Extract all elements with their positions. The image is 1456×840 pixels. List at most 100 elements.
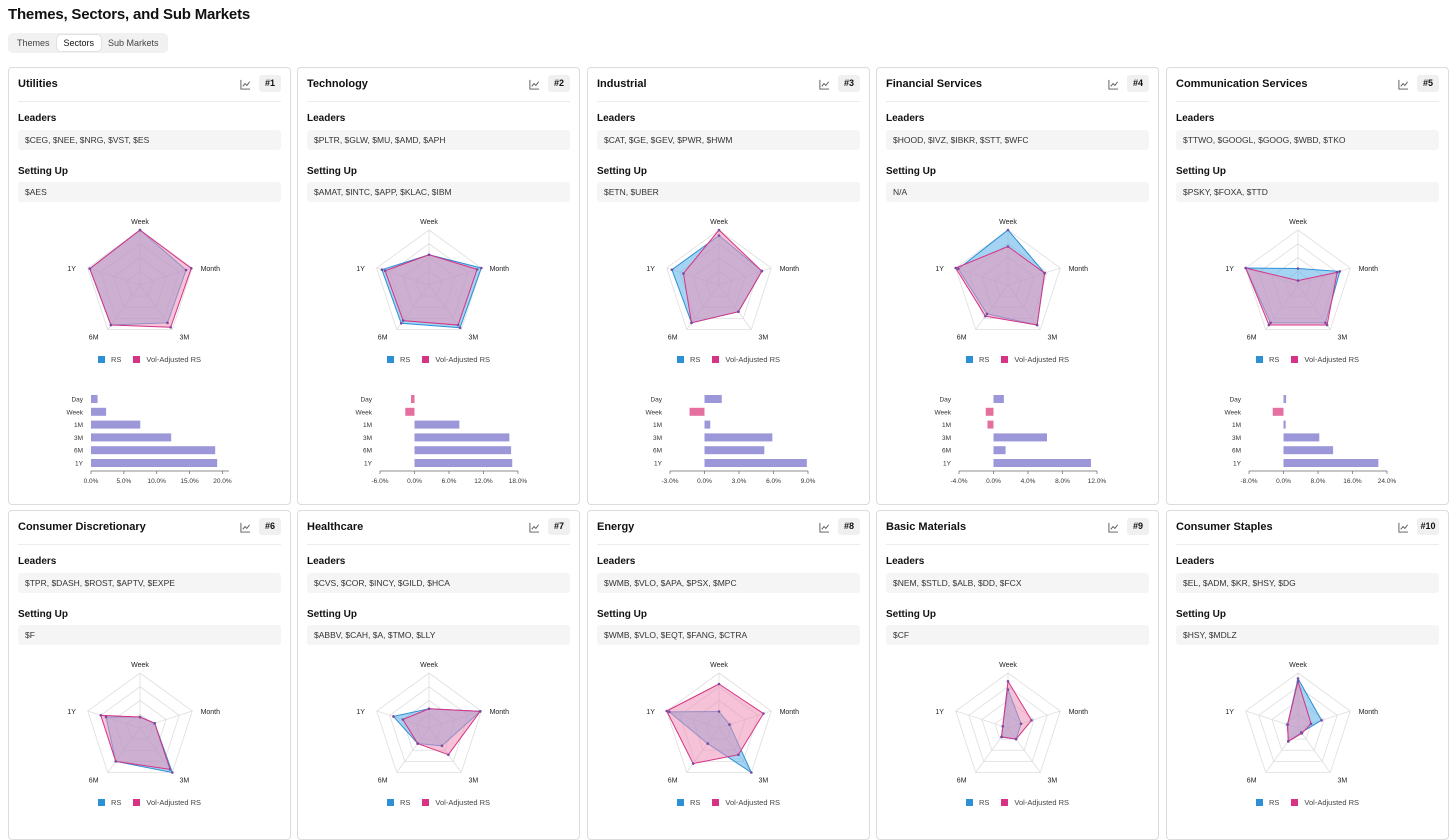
line-chart-icon[interactable] [1398,522,1409,533]
legend-item-rs[interactable]: RS [1255,798,1279,807]
bar-tick-label: 0.0% [84,478,99,485]
radar-point [1335,270,1339,274]
radar-grid-ring [87,229,193,330]
legend-item-vol-adjusted-rs[interactable]: Vol-Adjusted RS [422,798,490,807]
legend-swatch-rs [97,799,105,806]
legend-item-vol-adjusted-rs[interactable]: Vol-Adjusted RS [1001,798,1069,807]
radar-point [416,742,419,745]
chart-legend: RS Vol-Adjusted RS [9,355,290,364]
line-chart-icon[interactable] [819,522,830,533]
legend-item-vol-adjusted-rs[interactable]: Vol-Adjusted RS [712,798,780,807]
chart-legend: RS Vol-Adjusted RS [877,355,1158,364]
legend-item-vol-adjusted-rs[interactable]: Vol-Adjusted RS [133,798,201,807]
line-chart-icon[interactable] [1398,79,1409,90]
legend-item-vol-adjusted-rs[interactable]: Vol-Adjusted RS [1291,355,1359,364]
radar-axis-label: Month [780,709,800,716]
page-title: Themes, Sectors, and Sub Markets [8,6,251,23]
line-chart-icon[interactable] [240,79,251,90]
bar-category-label: 3M [363,435,372,442]
radar-grid-ring [1245,672,1351,773]
leaders-tickers: $TPR, $DASH, $ROST, $APTV, $EXPE [18,573,281,593]
bar [1283,446,1334,455]
legend-swatch-vol-adjusted-rs [1001,799,1009,806]
bar-tick-label: -3.0% [662,478,679,485]
chart-legend: RS Vol-Adjusted RS [1167,798,1448,807]
tab-themes[interactable]: Themes [17,38,50,48]
radar-point [1286,723,1289,726]
radar-point [954,266,957,270]
radar-axis-label: Month [490,709,510,716]
rank-badge: #3 [838,75,860,92]
legend-swatch-rs [676,799,684,806]
legend-item-vol-adjusted-rs[interactable]: Vol-Adjusted RS [1291,798,1359,807]
sector-title: Consumer Discretionary [18,521,146,533]
legend-item-vol-adjusted-rs[interactable]: Vol-Adjusted RS [1001,355,1069,364]
radar-grid-ring [968,686,1048,762]
bar-category-label: Day [650,397,662,404]
bar-tick-label: 0.0% [407,478,422,485]
bar-tick-label: 24.0% [1378,478,1397,485]
legend-label-rs: RS [399,355,411,364]
radar-series-vol-adjusted-rs [1287,679,1312,743]
sector-card: Basic Materials #9 Leaders $NEM, $STLD, $AL… [876,510,1159,840]
legend-item-rs[interactable]: RS [97,355,121,364]
radar-axis-label: 1Y [67,709,76,716]
leaders-label: Leaders [597,556,636,567]
legend-item-vol-adjusted-rs[interactable]: Vol-Adjusted RS [133,355,201,364]
legend-swatch-rs [386,356,394,363]
line-chart-icon[interactable] [240,522,251,533]
line-chart-icon[interactable] [819,79,830,90]
bar-category-label: Week [1225,409,1242,416]
legend-label-vol-adjusted-rs: Vol-Adjusted RS [1014,798,1070,807]
legend-item-rs[interactable]: RS [965,355,989,364]
radar-axis-label: 3M [1337,334,1347,341]
bar [1283,420,1286,429]
radar-axis-label: 3M [1047,334,1057,341]
radar-series-vol-adjusted-rs [954,245,1046,326]
tab-sub-markets[interactable]: Sub Markets [108,38,159,48]
legend-item-rs[interactable]: RS [386,355,411,364]
radar-axis-label: 3M [1047,777,1057,784]
line-chart-icon[interactable] [1108,79,1119,90]
bar-category-label: 1Y [364,461,373,468]
bar-tick-label: 0.0% [986,478,1001,485]
bar [1283,395,1287,403]
bar-category-label: Week [67,409,84,416]
tab-sectors[interactable]: Sectors [56,35,102,51]
legend-item-rs[interactable]: RS [676,798,700,807]
radar-point [189,267,193,270]
radar-point [670,268,674,272]
radar-chart: Week Month 3M 6M 1Y [646,219,799,341]
line-chart-icon[interactable] [529,522,540,533]
legend-item-rs[interactable]: RS [97,798,121,807]
line-chart-icon[interactable] [529,79,540,90]
bar-tick-label: 15.0% [180,478,199,485]
radar-point [1006,228,1010,232]
bar [993,446,1006,455]
radar-axis-label: Week [420,662,438,669]
bar [987,420,994,429]
radar-point [427,253,431,257]
radar-point [717,228,721,232]
bar-tick-label: -6.0% [372,478,389,485]
radar-grid-ring [981,700,1035,751]
radar-point [737,310,740,313]
sector-card: Energy #8 Leaders $WMB, $VLO, $APA, $PSX, $… [587,510,870,840]
legend-item-rs[interactable]: RS [1255,355,1279,364]
legend-item-vol-adjusted-rs[interactable]: Vol-Adjusted RS [712,355,780,364]
legend-label-vol-adjusted-rs: Vol-Adjusted RS [1304,798,1360,807]
radar-series-vol-adjusted-rs [402,708,482,756]
bar-category-label: 6M [653,448,662,455]
bar-chart: -4.0% 0.0% 4.0% 8.0% 12.0% Day Week 1M 3M 6M 1Y [935,395,1106,485]
radar-axis-label: 3M [468,777,478,784]
legend-item-rs[interactable]: RS [386,798,410,807]
sector-title: Energy [597,521,635,533]
legend-item-rs[interactable]: RS [676,355,700,364]
radar-axis-label: 6M [1247,777,1257,784]
chart-legend: RS Vol-Adjusted RS [1167,355,1448,364]
bar [704,433,773,442]
line-chart-icon[interactable] [1108,522,1119,533]
radar-axis-label: 6M [1247,334,1257,341]
legend-item-rs[interactable]: RS [965,798,989,807]
legend-item-vol-adjusted-rs[interactable]: Vol-Adjusted RS [422,355,490,364]
